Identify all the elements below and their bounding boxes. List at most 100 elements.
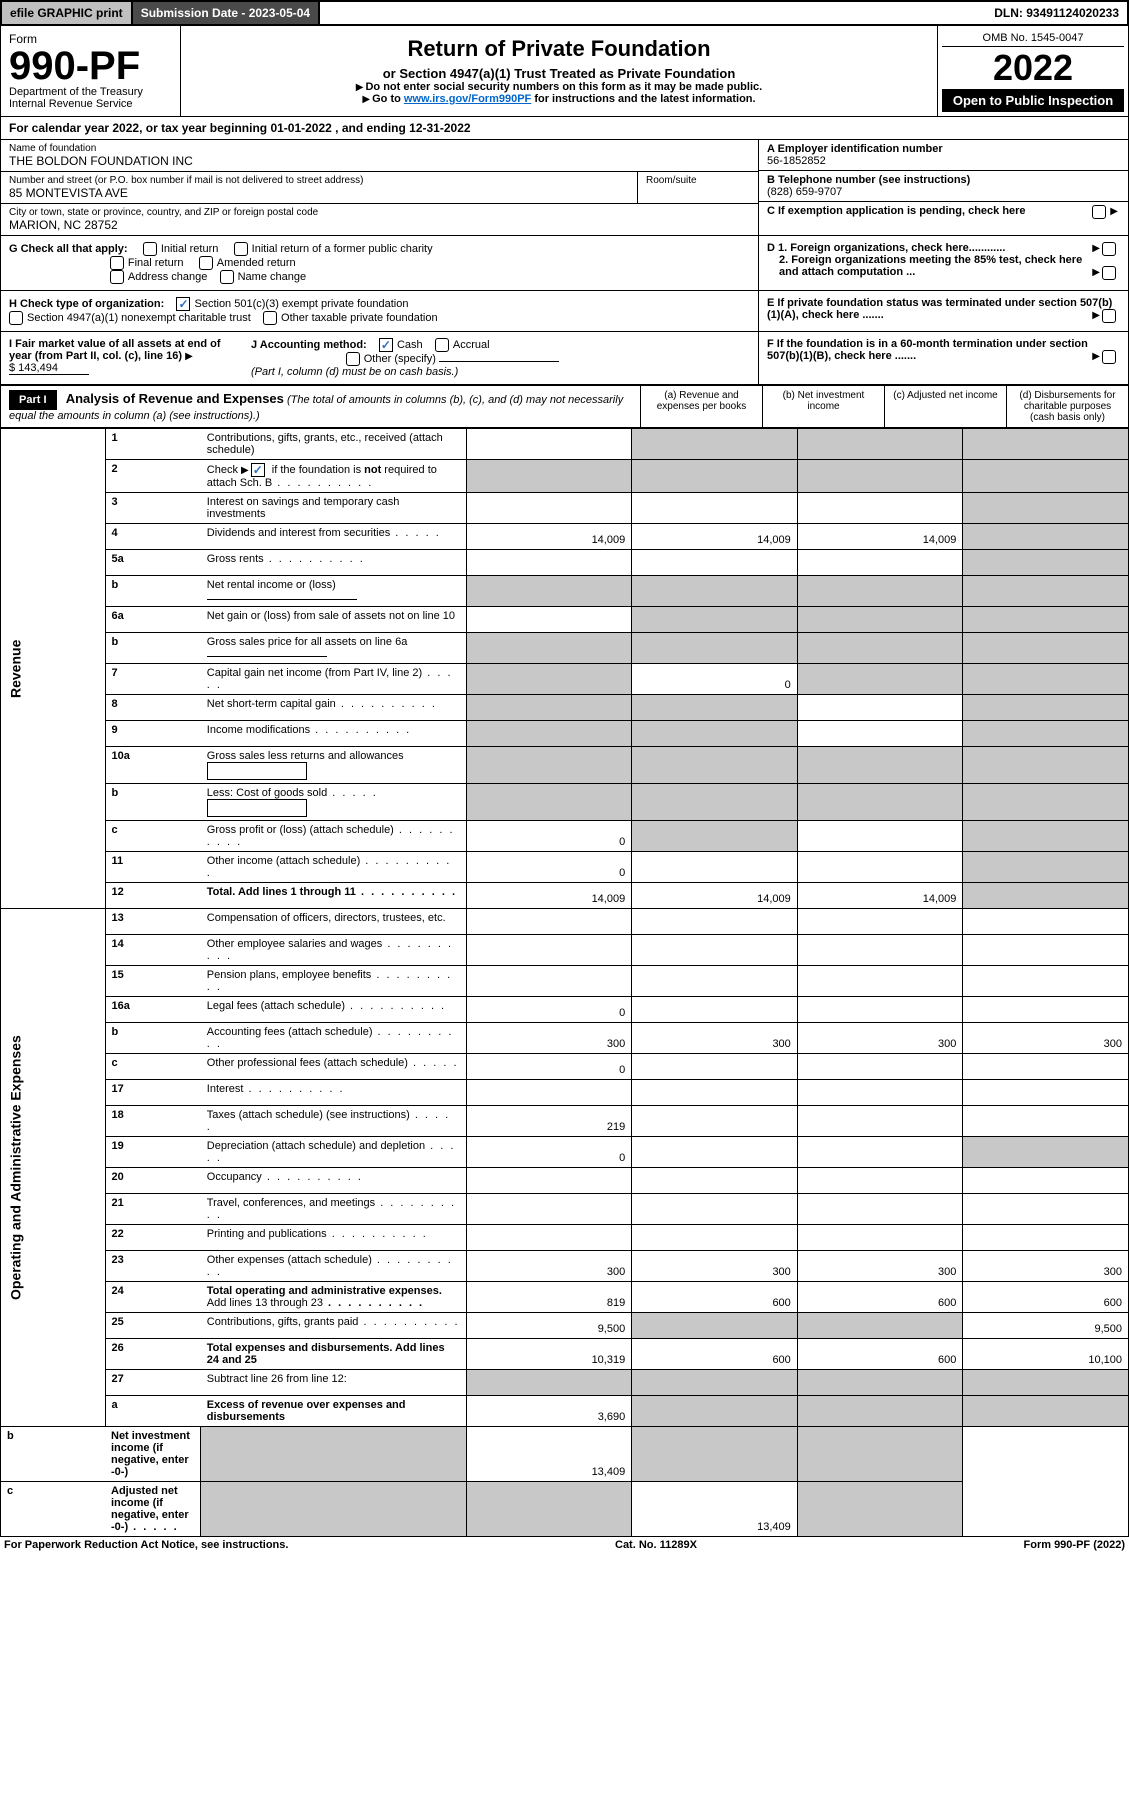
col-b-header: (b) Net investment income	[762, 386, 884, 427]
g-label: G Check all that apply:	[9, 243, 128, 255]
revenue-vert-label: Revenue	[1, 429, 106, 909]
efile-print-button[interactable]: efile GRAPHIC print	[2, 2, 133, 24]
arrow-icon	[1092, 309, 1102, 321]
part1-table: Revenue 1Contributions, gifts, grants, e…	[0, 428, 1129, 1537]
col-c-header: (c) Adjusted net income	[884, 386, 1006, 427]
city-value: MARION, NC 28752	[9, 218, 750, 232]
ein-label: A Employer identification number	[767, 143, 943, 155]
f-checkbbasarı[interactable]	[1102, 350, 1116, 364]
row-15: 15Pension plans, employee benefits	[1, 966, 1129, 997]
row-27a: aExcess of revenue over expenses and dis…	[1, 1396, 1129, 1427]
row-23: 23Other expenses (attach schedule) 30030…	[1, 1251, 1129, 1282]
info-right: A Employer identification number 56-1852…	[758, 140, 1128, 235]
accrual-checkbox[interactable]	[435, 338, 449, 352]
arrow-icon	[185, 350, 195, 362]
phone-label: B Telephone number (see instructions)	[767, 174, 970, 186]
row-12: 12Total. Add lines 1 through 11 14,00914…	[1, 883, 1129, 909]
row-27b: bNet investment income (if negative, ent…	[1, 1427, 1129, 1482]
form-subtitle: or Section 4947(a)(1) Trust Treated as P…	[193, 66, 925, 81]
phone-value: (828) 659-9707	[767, 186, 1120, 198]
row-17: 17Interest	[1, 1080, 1129, 1106]
fmv-value: $ 143,494	[9, 362, 89, 375]
accrual-label: Accrual	[453, 339, 490, 351]
d2-checkbox[interactable]	[1102, 266, 1116, 280]
d2-label: 2. Foreign organizations meeting the 85%…	[779, 254, 1082, 278]
address-change-checkbox[interactable]	[110, 270, 124, 284]
expenses-vert-label: Operating and Administrative Expenses	[1, 909, 106, 1427]
initial-return-checkbox[interactable]	[143, 242, 157, 256]
cash-checkbox[interactable]	[379, 338, 393, 352]
street-label: Number and street (or P.O. box number if…	[9, 175, 629, 186]
g-section: G Check all that apply: Initial return I…	[0, 236, 1129, 291]
part1-title: Analysis of Revenue and Expenses	[66, 391, 284, 406]
tax-year: 2022	[942, 47, 1124, 89]
schb-checkbox[interactable]	[251, 463, 265, 477]
501c3-checkbox[interactable]	[176, 297, 190, 311]
calendar-year-row: For calendar year 2022, or tax year begi…	[0, 117, 1129, 140]
instructions-link[interactable]: www.irs.gov/Form990PF	[404, 93, 531, 105]
e-checkbox[interactable]	[1102, 309, 1116, 323]
exemption-cell: C If exemption application is pending, c…	[759, 202, 1128, 220]
name-change-checkbox[interactable]	[220, 270, 234, 284]
501c3-label: Section 501(c)(3) exempt private foundat…	[194, 298, 408, 310]
arrow-icon	[1092, 242, 1102, 254]
footer-mid: Cat. No. 11289X	[615, 1539, 697, 1551]
street-cell: Number and street (or P.O. box number if…	[1, 172, 758, 204]
amended-return-label: Amended return	[217, 257, 296, 269]
j-note: (Part I, column (d) must be on cash basi…	[251, 366, 458, 378]
f-label: F If the foundation is in a 60-month ter…	[767, 338, 1088, 362]
dln-number: DLN: 93491124020233	[986, 2, 1127, 24]
d1-label: D 1. Foreign organizations, check here..…	[767, 242, 1005, 254]
other-taxable-checkbox[interactable]	[263, 311, 277, 325]
ein-cell: A Employer identification number 56-1852…	[759, 140, 1128, 171]
row-18: 18Taxes (attach schedule) (see instructi…	[1, 1106, 1129, 1137]
d1-checkbox[interactable]	[1102, 242, 1116, 256]
initial-former-checkbox[interactable]	[234, 242, 248, 256]
row-5b: bNet rental income or (loss)	[1, 576, 1129, 607]
initial-former-label: Initial return of a former public charit…	[252, 243, 433, 255]
4947-checkbox[interactable]	[9, 311, 23, 325]
row-10b: bLess: Cost of goods sold	[1, 784, 1129, 821]
row-20: 20Occupancy	[1, 1168, 1129, 1194]
name-change-label: Name change	[238, 271, 307, 283]
header-right: OMB No. 1545-0047 2022 Open to Public In…	[938, 26, 1128, 116]
ein-value: 56-1852852	[767, 155, 1120, 167]
row-14: 14Other employee salaries and wages	[1, 935, 1129, 966]
other-method-label: Other (specify)	[364, 353, 436, 365]
city-cell: City or town, state or province, country…	[1, 204, 758, 235]
row-4: 4Dividends and interest from securities …	[1, 524, 1129, 550]
row-1: Revenue 1Contributions, gifts, grants, e…	[1, 429, 1129, 460]
row-5a: 5aGross rents	[1, 550, 1129, 576]
foundation-name-cell: Name of foundation THE BOLDON FOUNDATION…	[1, 140, 758, 172]
row-10c: cGross profit or (loss) (attach schedule…	[1, 821, 1129, 852]
row-16b: bAccounting fees (attach schedule) 30030…	[1, 1023, 1129, 1054]
4947-label: Section 4947(a)(1) nonexempt charitable …	[27, 312, 251, 324]
row-8: 8Net short-term capital gain	[1, 695, 1129, 721]
ij-section: I Fair market value of all assets at end…	[0, 332, 1129, 385]
row-21: 21Travel, conferences, and meetings	[1, 1194, 1129, 1225]
row-3: 3Interest on savings and temporary cash …	[1, 493, 1129, 524]
initial-return-label: Initial return	[161, 243, 218, 255]
row-26: 26Total expenses and disbursements. Add …	[1, 1339, 1129, 1370]
cash-label: Cash	[397, 339, 423, 351]
row-9: 9Income modifications	[1, 721, 1129, 747]
info-left: Name of foundation THE BOLDON FOUNDATION…	[1, 140, 758, 235]
omb-number: OMB No. 1545-0047	[942, 30, 1124, 47]
address-change-label: Address change	[128, 271, 208, 283]
phone-cell: B Telephone number (see instructions) (8…	[759, 171, 1128, 202]
c-checkbox[interactable]	[1092, 205, 1106, 219]
form-header: Form 990-PF Department of the Treasury I…	[0, 26, 1129, 117]
part1-badge: Part I	[9, 390, 57, 410]
other-method-checkbox[interactable]	[346, 352, 360, 366]
amended-return-checkbox[interactable]	[199, 256, 213, 270]
row-24: 24Total operating and administrative exp…	[1, 1282, 1129, 1313]
row-6a: 6aNet gain or (loss) from sale of assets…	[1, 607, 1129, 633]
open-to-public: Open to Public Inspection	[942, 89, 1124, 112]
e-label: E If private foundation status was termi…	[767, 297, 1112, 321]
note-goto-post: for instructions and the latest informat…	[531, 93, 755, 105]
final-return-checkbox[interactable]	[110, 256, 124, 270]
other-taxable-label: Other taxable private foundation	[281, 312, 438, 324]
room-label: Room/suite	[646, 175, 750, 186]
footer: For Paperwork Reduction Act Notice, see …	[0, 1537, 1129, 1553]
row-2: 2Check if the foundation is not required…	[1, 460, 1129, 493]
